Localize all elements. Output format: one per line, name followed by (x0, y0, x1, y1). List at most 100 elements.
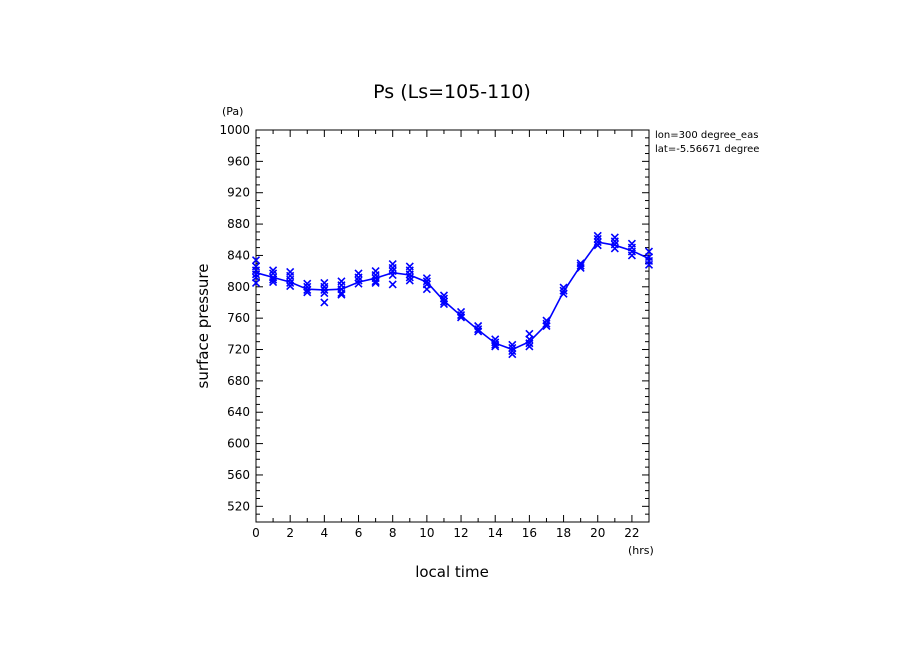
scatter-marker (371, 278, 380, 287)
scatter-marker (559, 283, 568, 292)
scatter-marker (559, 286, 568, 295)
scatter-marker (456, 313, 466, 322)
x-tick-label: 20 (590, 526, 605, 540)
scatter-marker (576, 263, 585, 273)
scatter-marker (644, 260, 654, 269)
x-tick-label: 4 (321, 526, 329, 540)
scatter-marker (337, 290, 346, 299)
scatter-marker (576, 261, 585, 270)
scatter-marker (354, 276, 363, 285)
y-tick-label: 1000 (219, 123, 250, 137)
scatter-marker (439, 297, 449, 306)
y-tick-label: 840 (227, 248, 250, 262)
y-axis-title: surface pressure (194, 264, 212, 389)
x-tick-label: 6 (355, 526, 363, 540)
scatter-marker (269, 266, 278, 275)
y-tick-label: 560 (227, 468, 250, 482)
scatter-marker (610, 237, 619, 246)
y-tick-label: 960 (227, 154, 250, 168)
scatter-marker (593, 238, 602, 247)
scatter-marker (371, 270, 380, 280)
scatter-marker (439, 291, 449, 300)
data-layer (251, 231, 654, 359)
scatter-marker (286, 281, 295, 291)
y-tick-label: 720 (227, 343, 250, 357)
scatter-marker (542, 319, 551, 328)
scatter-marker (508, 347, 517, 356)
scatter-marker (474, 327, 483, 336)
scatter-marker (320, 285, 329, 295)
x-axis-title: local time (415, 563, 489, 581)
x-tick-label: 0 (252, 526, 260, 540)
scatter-marker (354, 279, 363, 288)
y-tick-label: 520 (227, 499, 250, 513)
y-tick-label: 640 (227, 405, 250, 419)
scatter-marker (371, 277, 380, 286)
scatter-marker (286, 278, 295, 287)
y-tick-label: 920 (227, 186, 250, 200)
scatter-marker (508, 343, 517, 353)
chart-title: Ps (Ls=105-110) (373, 81, 531, 103)
scatter-marker (422, 285, 431, 294)
scatter-marker (456, 310, 466, 320)
annotation-lat: lat=-5.56671 degree (655, 144, 759, 155)
scatter-marker (320, 282, 329, 291)
scatter-marker (251, 278, 261, 287)
scatter-marker (439, 299, 449, 309)
scatter-marker (251, 270, 261, 279)
scatter-marker (593, 234, 602, 244)
scatter-marker (491, 342, 500, 351)
scatter-marker (405, 276, 414, 285)
scatter-marker (303, 279, 312, 288)
scatter-marker (320, 298, 329, 307)
x-tick-label: 14 (488, 526, 503, 540)
scatter-marker (388, 280, 397, 289)
scatter-marker (542, 321, 551, 331)
scatter-marker (388, 263, 397, 273)
scatter-marker (405, 273, 414, 282)
scatter-marker (269, 275, 278, 284)
plot-frame (255, 129, 650, 523)
scatter-marker (405, 270, 414, 279)
x-tick-label: 10 (419, 526, 434, 540)
scatter-marker (422, 277, 431, 286)
scatter-marker (303, 285, 312, 295)
scatter-marker (559, 289, 568, 298)
x-tick-label: 22 (624, 526, 639, 540)
scatter-marker (525, 339, 534, 348)
scatter-marker (508, 350, 517, 359)
scatter-marker (593, 241, 602, 250)
scatter-marker (610, 244, 619, 253)
x-tick-label: 8 (389, 526, 397, 540)
scatter-marker (269, 278, 278, 287)
scatter-marker (354, 273, 363, 282)
y-tick-label: 760 (227, 311, 250, 325)
scatter-marker (320, 289, 329, 298)
x-unit-label: (hrs) (628, 544, 654, 557)
scatter-marker (388, 270, 397, 280)
scatter-marker (422, 274, 431, 283)
scatter-marker (627, 251, 636, 260)
scatter-marker (286, 275, 295, 284)
scatter-marker (251, 256, 261, 265)
y-tick-label: 800 (227, 280, 250, 294)
y-tick-label: 600 (227, 437, 250, 451)
annotation-lon: lon=300 degree_eas (655, 130, 758, 141)
x-tick-label: 2 (286, 526, 294, 540)
x-tick-label: 16 (522, 526, 537, 540)
y-unit-label: (Pa) (222, 105, 243, 118)
y-tick-label: 880 (227, 217, 250, 231)
scatter-marker (491, 340, 500, 349)
series-line (255, 241, 650, 351)
y-tick-label: 680 (227, 374, 250, 388)
scatter-marker (593, 231, 602, 240)
scatter-marker (337, 289, 346, 298)
scatter-marker (508, 340, 517, 349)
x-tick-label: 12 (453, 526, 468, 540)
scatter-marker (474, 325, 483, 334)
x-tick-label: 18 (556, 526, 571, 540)
ticks-layer: 0 2 4 6 8 10 12 14 16 18 20 22 520 560 600 640 680 720 760… (219, 123, 650, 540)
scatter-marker (303, 288, 312, 297)
scatter-marker (525, 342, 534, 351)
